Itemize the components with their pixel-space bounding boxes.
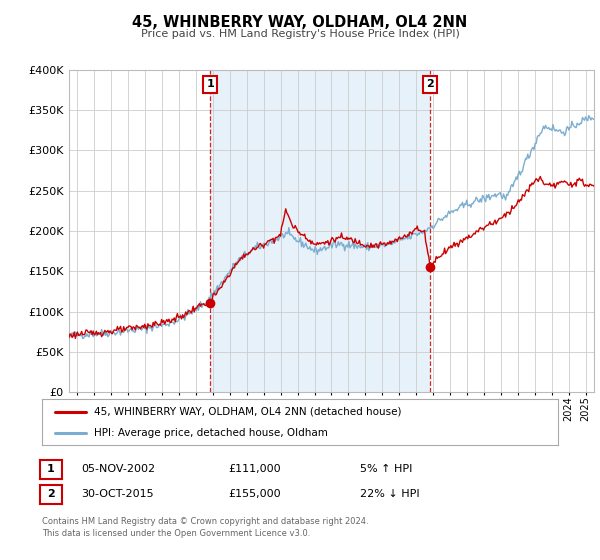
Text: 05-NOV-2002: 05-NOV-2002 <box>81 464 155 474</box>
Text: 45, WHINBERRY WAY, OLDHAM, OL4 2NN: 45, WHINBERRY WAY, OLDHAM, OL4 2NN <box>133 15 467 30</box>
Bar <box>211 70 430 392</box>
Text: 5% ↑ HPI: 5% ↑ HPI <box>360 464 412 474</box>
Text: 2: 2 <box>47 489 55 500</box>
Text: £155,000: £155,000 <box>228 489 281 499</box>
Text: 2: 2 <box>427 80 434 90</box>
Text: £111,000: £111,000 <box>228 464 281 474</box>
Text: 1: 1 <box>47 464 55 474</box>
Text: 45, WHINBERRY WAY, OLDHAM, OL4 2NN (detached house): 45, WHINBERRY WAY, OLDHAM, OL4 2NN (deta… <box>94 407 401 417</box>
Text: Price paid vs. HM Land Registry's House Price Index (HPI): Price paid vs. HM Land Registry's House … <box>140 29 460 39</box>
Text: 1: 1 <box>206 80 214 90</box>
Text: This data is licensed under the Open Government Licence v3.0.: This data is licensed under the Open Gov… <box>42 529 310 538</box>
Text: HPI: Average price, detached house, Oldham: HPI: Average price, detached house, Oldh… <box>94 428 328 438</box>
Text: Contains HM Land Registry data © Crown copyright and database right 2024.: Contains HM Land Registry data © Crown c… <box>42 517 368 526</box>
Text: 22% ↓ HPI: 22% ↓ HPI <box>360 489 419 499</box>
Text: 30-OCT-2015: 30-OCT-2015 <box>81 489 154 499</box>
